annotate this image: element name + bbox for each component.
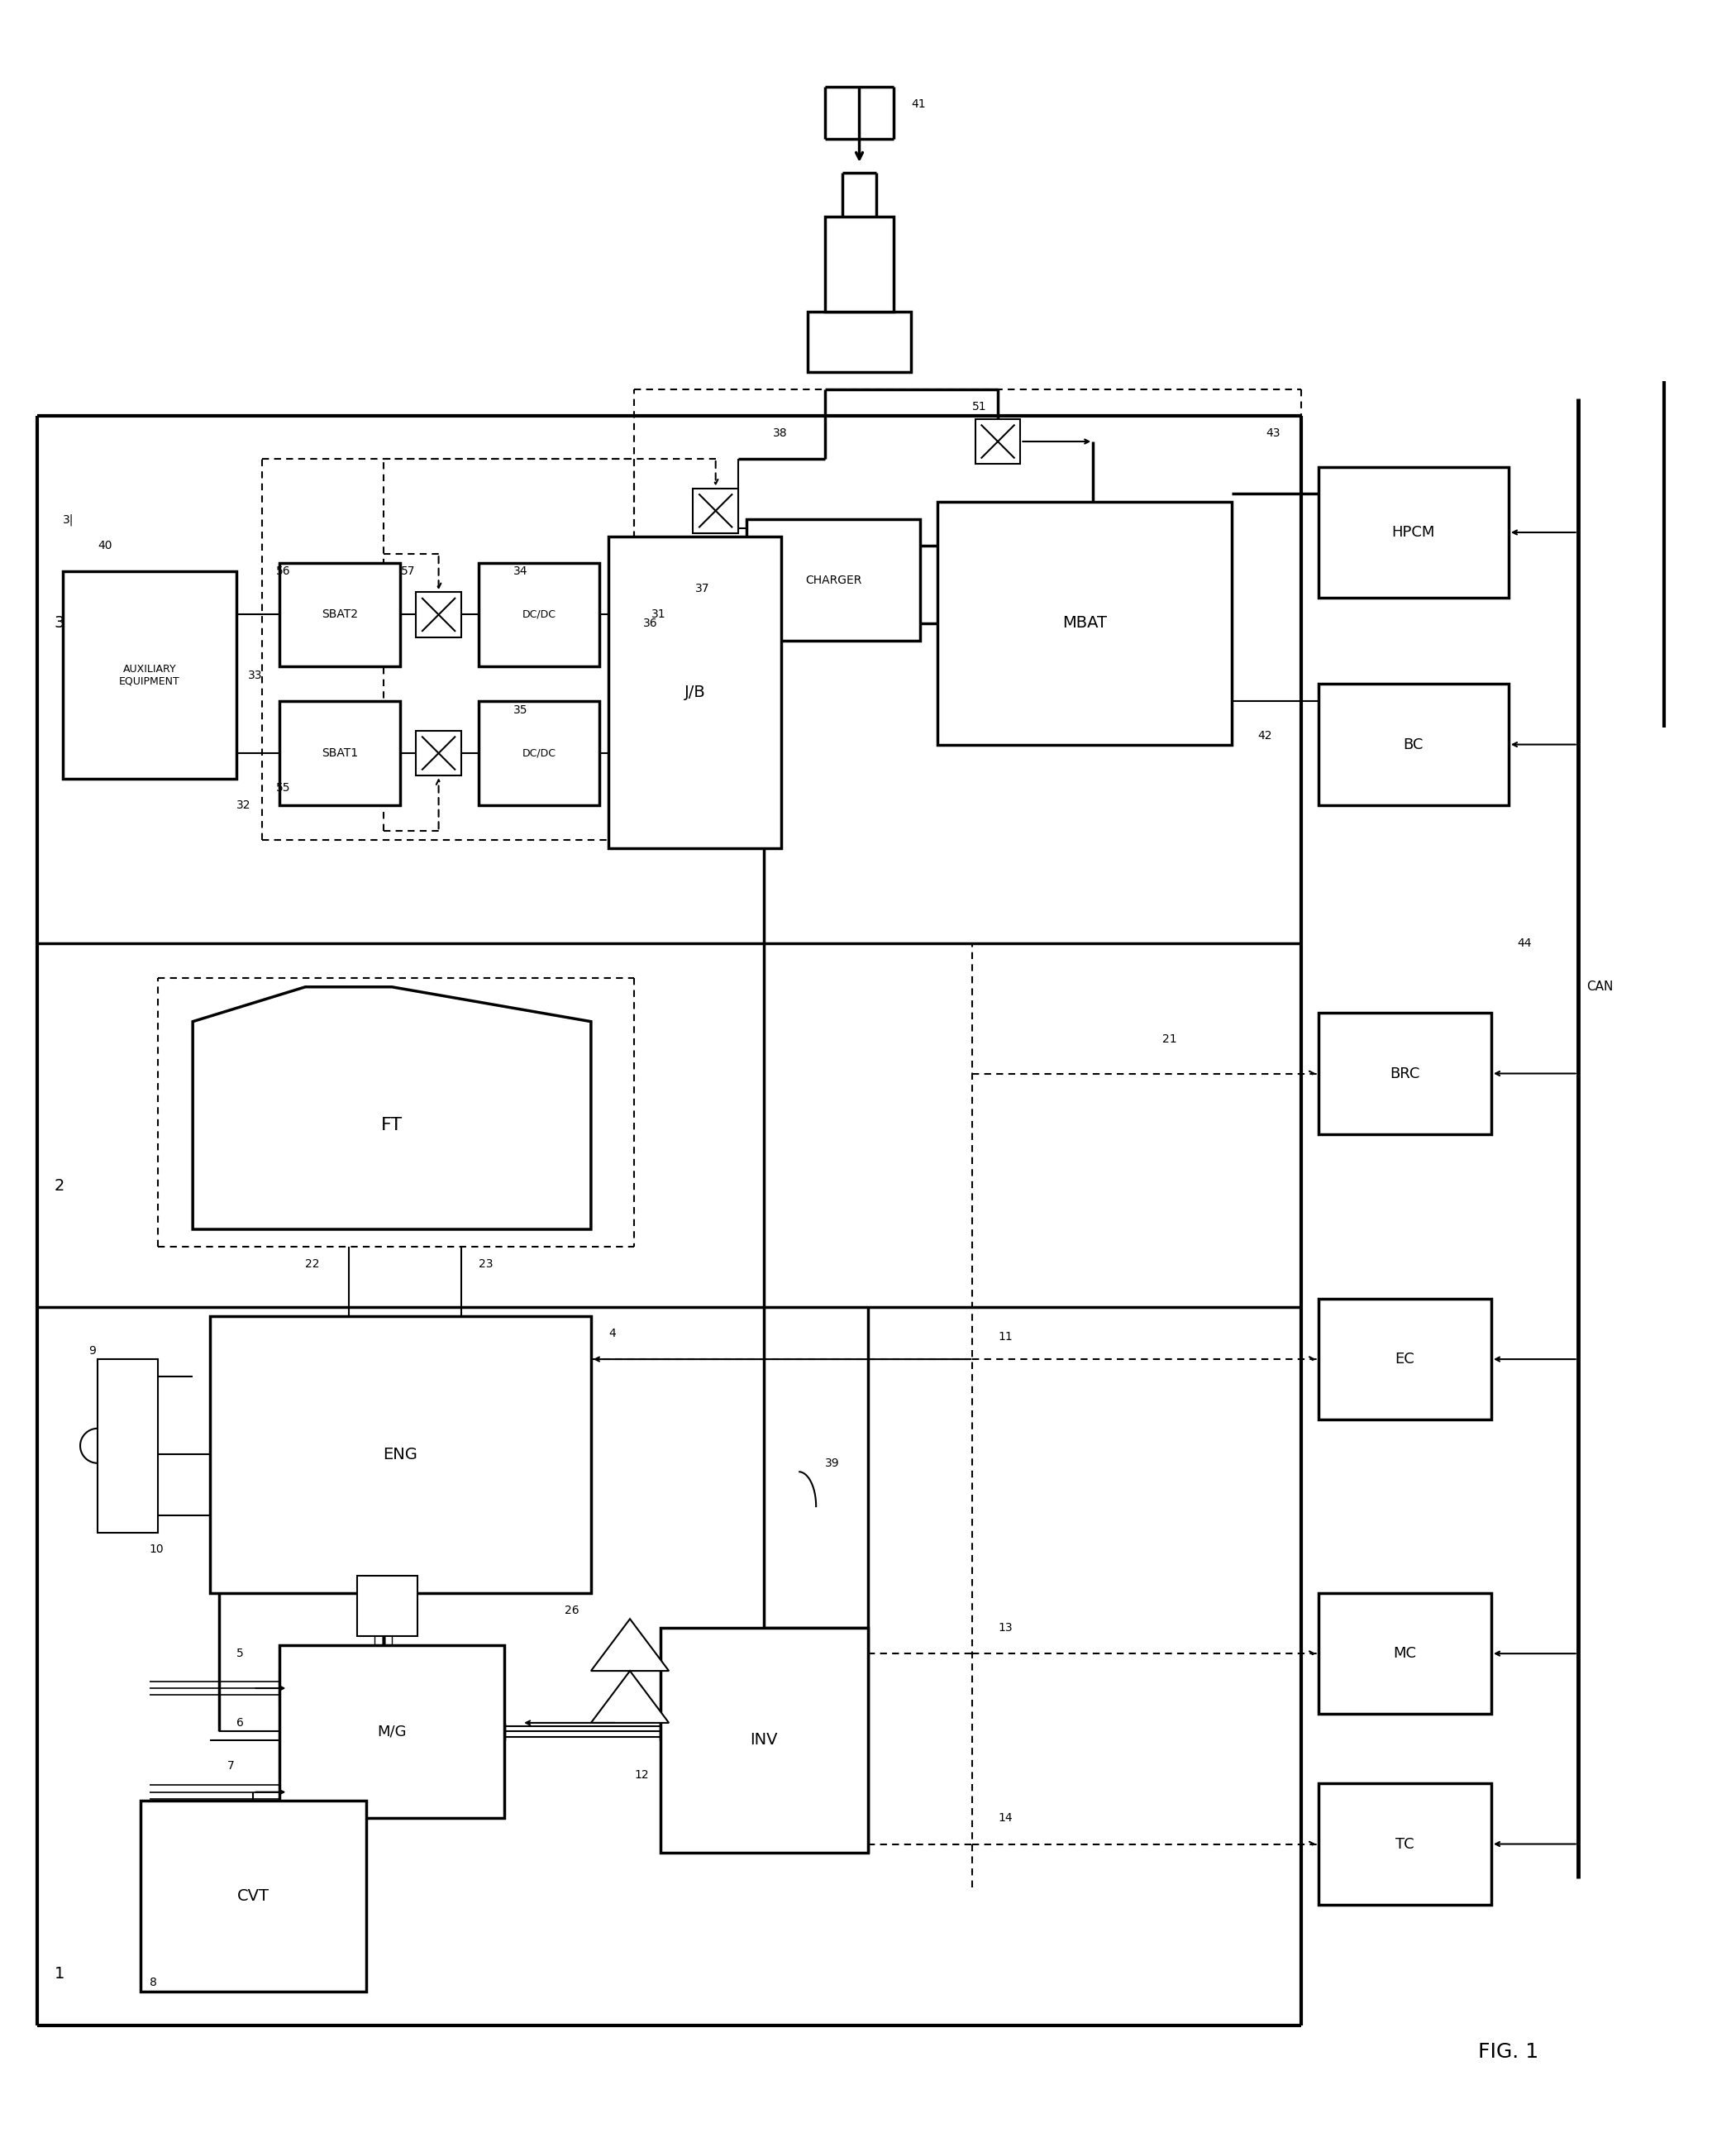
Text: 57: 57 xyxy=(401,565,415,578)
Text: 34: 34 xyxy=(514,565,528,578)
Text: BRC: BRC xyxy=(1391,1067,1420,1080)
Text: 31: 31 xyxy=(651,610,667,620)
Text: 32: 32 xyxy=(236,799,250,812)
Text: 8: 8 xyxy=(149,1977,156,1988)
Text: 40: 40 xyxy=(97,539,113,552)
Text: INV: INV xyxy=(750,1733,778,1748)
Text: 55: 55 xyxy=(276,782,290,794)
Text: 38: 38 xyxy=(773,427,788,438)
Text: 7: 7 xyxy=(227,1761,234,1771)
Bar xyxy=(279,563,401,666)
Text: CHARGER: CHARGER xyxy=(806,573,861,586)
Text: 33: 33 xyxy=(248,670,262,681)
Text: 21: 21 xyxy=(1163,1033,1177,1046)
Bar xyxy=(825,217,894,311)
Text: CVT: CVT xyxy=(238,1887,269,1904)
Text: 39: 39 xyxy=(825,1458,838,1469)
Text: FT: FT xyxy=(382,1116,403,1134)
Text: 5: 5 xyxy=(236,1647,243,1660)
Bar xyxy=(1318,1593,1491,1713)
Text: 13: 13 xyxy=(998,1621,1012,1634)
Bar xyxy=(97,1359,158,1533)
Bar xyxy=(279,702,401,805)
Bar xyxy=(608,537,781,848)
Bar xyxy=(746,520,920,640)
Text: M/G: M/G xyxy=(377,1724,406,1739)
Bar xyxy=(358,1576,418,1636)
Bar xyxy=(417,730,462,775)
Text: BC: BC xyxy=(1403,736,1424,751)
Text: 9: 9 xyxy=(89,1344,95,1357)
Text: 42: 42 xyxy=(1257,730,1272,741)
Text: 43: 43 xyxy=(1266,427,1281,438)
Bar xyxy=(693,487,738,532)
Text: EC: EC xyxy=(1396,1353,1415,1368)
Text: 37: 37 xyxy=(694,582,710,595)
Text: 6: 6 xyxy=(236,1718,243,1728)
Text: CAN: CAN xyxy=(1587,981,1613,994)
Text: TC: TC xyxy=(1396,1836,1415,1851)
Text: 22: 22 xyxy=(306,1258,319,1269)
Text: MBAT: MBAT xyxy=(1062,616,1108,631)
Text: ENG: ENG xyxy=(384,1447,418,1462)
Text: DC/DC: DC/DC xyxy=(523,610,556,620)
Bar xyxy=(141,1801,366,1990)
Text: 41: 41 xyxy=(911,99,925,109)
Text: 2: 2 xyxy=(54,1179,64,1194)
Text: DC/DC: DC/DC xyxy=(523,747,556,758)
Bar xyxy=(1318,468,1509,597)
Bar xyxy=(210,1316,590,1593)
Polygon shape xyxy=(590,1619,668,1670)
Text: 10: 10 xyxy=(149,1544,163,1554)
Bar xyxy=(660,1627,868,1853)
Text: 4: 4 xyxy=(608,1327,616,1340)
Bar xyxy=(1318,1013,1491,1134)
Bar xyxy=(479,702,599,805)
Text: 14: 14 xyxy=(998,1812,1012,1823)
Bar xyxy=(279,1645,505,1819)
Text: AUXILIARY
EQUIPMENT: AUXILIARY EQUIPMENT xyxy=(120,663,181,687)
Bar xyxy=(976,419,1021,464)
Polygon shape xyxy=(193,988,590,1230)
Text: 56: 56 xyxy=(276,565,290,578)
Text: 23: 23 xyxy=(479,1258,493,1269)
Text: 3|: 3| xyxy=(62,513,75,526)
Bar xyxy=(479,563,599,666)
Text: 44: 44 xyxy=(1517,938,1531,949)
Bar xyxy=(937,502,1231,745)
Text: 26: 26 xyxy=(564,1604,580,1617)
Text: SBAT1: SBAT1 xyxy=(321,747,358,758)
Text: 11: 11 xyxy=(998,1331,1012,1342)
Text: 3: 3 xyxy=(54,616,64,631)
Bar xyxy=(1318,1784,1491,1904)
Text: HPCM: HPCM xyxy=(1392,526,1436,539)
Bar xyxy=(62,571,236,779)
Text: J/B: J/B xyxy=(684,685,705,700)
Text: 1: 1 xyxy=(54,1967,64,1982)
Text: 35: 35 xyxy=(514,704,528,715)
Bar xyxy=(417,593,462,638)
Text: 51: 51 xyxy=(972,401,986,412)
Text: 36: 36 xyxy=(642,618,658,629)
Bar xyxy=(1318,685,1509,805)
Bar xyxy=(1318,1299,1491,1419)
Text: 12: 12 xyxy=(634,1769,649,1780)
Text: SBAT2: SBAT2 xyxy=(321,610,358,620)
Text: FIG. 1: FIG. 1 xyxy=(1479,2042,1538,2061)
Polygon shape xyxy=(590,1670,668,1722)
Text: MC: MC xyxy=(1394,1647,1417,1662)
Bar xyxy=(807,311,911,371)
